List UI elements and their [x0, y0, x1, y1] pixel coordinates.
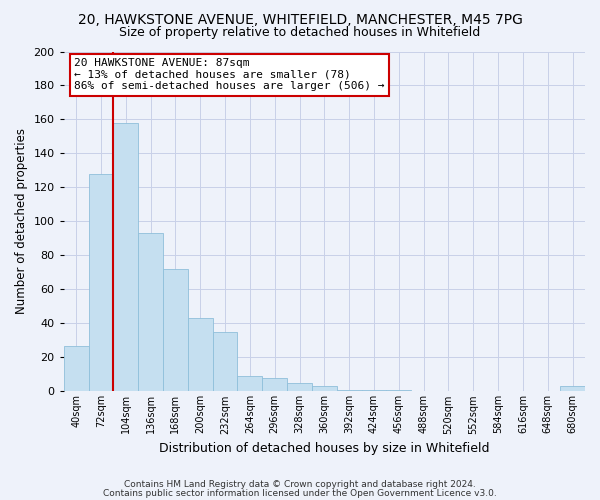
- Bar: [188, 318, 212, 392]
- Bar: [238, 376, 262, 392]
- X-axis label: Distribution of detached houses by size in Whitefield: Distribution of detached houses by size …: [159, 442, 490, 455]
- Bar: [138, 234, 163, 392]
- Y-axis label: Number of detached properties: Number of detached properties: [15, 128, 28, 314]
- Bar: [560, 386, 585, 392]
- Text: Contains HM Land Registry data © Crown copyright and database right 2024.: Contains HM Land Registry data © Crown c…: [124, 480, 476, 489]
- Bar: [287, 383, 312, 392]
- Bar: [386, 390, 411, 392]
- Bar: [337, 390, 362, 392]
- Bar: [362, 390, 386, 392]
- Bar: [113, 123, 138, 392]
- Text: 20, HAWKSTONE AVENUE, WHITEFIELD, MANCHESTER, M45 7PG: 20, HAWKSTONE AVENUE, WHITEFIELD, MANCHE…: [77, 12, 523, 26]
- Bar: [64, 346, 89, 392]
- Bar: [89, 174, 113, 392]
- Bar: [212, 332, 238, 392]
- Text: Size of property relative to detached houses in Whitefield: Size of property relative to detached ho…: [119, 26, 481, 39]
- Bar: [163, 269, 188, 392]
- Bar: [262, 378, 287, 392]
- Bar: [312, 386, 337, 392]
- Text: 20 HAWKSTONE AVENUE: 87sqm
← 13% of detached houses are smaller (78)
86% of semi: 20 HAWKSTONE AVENUE: 87sqm ← 13% of deta…: [74, 58, 385, 92]
- Text: Contains public sector information licensed under the Open Government Licence v3: Contains public sector information licen…: [103, 488, 497, 498]
